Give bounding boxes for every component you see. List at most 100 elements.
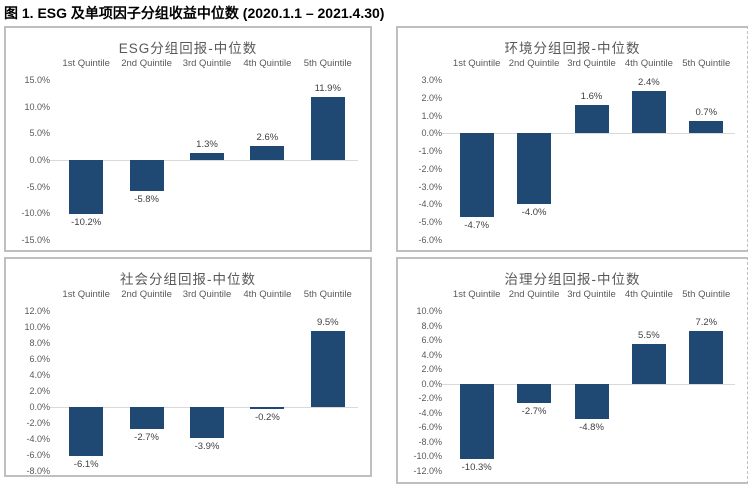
y-tick-label: -6.0% (418, 235, 442, 245)
y-tick-label: 15.0% (24, 75, 50, 85)
y-tick-label: 10.0% (416, 306, 442, 316)
data-label-governance-q2: -2.7% (521, 406, 547, 418)
data-label-social-q4: -0.2% (254, 411, 280, 423)
data-label-esg-q4: 2.6% (256, 132, 279, 144)
data-label-governance-q5: 7.2% (695, 317, 718, 329)
y-tick-label: -4.0% (418, 407, 442, 418)
bar-environment-q5 (689, 120, 724, 134)
category-label: 3rd Quintile (567, 289, 616, 300)
y-tick-label: -10.0% (21, 208, 50, 219)
y-tick-label: -2.0% (26, 418, 50, 428)
y-tick-label: 10.0% (24, 322, 50, 332)
category-label: 5th Quintile (303, 289, 352, 300)
bar-governance-q1 (459, 383, 494, 459)
bar-environment-q1 (459, 133, 494, 217)
y-tick-label: -5.0% (418, 217, 442, 228)
bar-esg-q1 (69, 160, 104, 215)
data-label-governance-q1: -10.3% (461, 461, 492, 473)
y-tick-label: 0.0% (29, 155, 50, 165)
category-label: 1st Quintile (62, 289, 110, 300)
bar-social-q3 (190, 407, 224, 439)
y-tick-label: -8.0% (418, 436, 442, 447)
y-tick-label: -10.0% (413, 451, 442, 462)
bar-esg-q2 (129, 160, 164, 191)
category-axis: 1st Quintile 2nd Quintile 3rd Quintile 4th … (448, 58, 735, 72)
category-axis: 1st Quintile 2nd Quintile 3rd Quintile 4th … (56, 289, 358, 303)
y-tick-label: -1.0% (418, 146, 442, 157)
y-tick-label: 5.0% (29, 128, 50, 139)
bar-environment-q4 (631, 90, 666, 134)
category-label: 2nd Quintile (121, 58, 172, 69)
bar-esg-q3 (190, 153, 224, 160)
y-tick-label: 0.0% (421, 378, 442, 389)
data-label-esg-q2: -5.8% (134, 193, 159, 205)
data-label-social-q2: -2.7% (134, 431, 159, 443)
plot-area-social: -6.1% -2.7% -3.9% -0.2% 9.5% (50, 311, 358, 471)
data-label-social-q5: 9.5% (316, 317, 339, 328)
chart-title-environment: 环境分组回报-中位数 (504, 41, 641, 56)
category-label: 5th Quintile (682, 58, 731, 69)
category-label: 1st Quintile (62, 58, 110, 69)
chart-panel-environment: 环境分组回报-中位数 1st Quintile 2nd Quintile 3rd Qu… (396, 26, 748, 252)
y-tick-label: 10.0% (24, 101, 50, 112)
y-tick-label: 8.0% (29, 338, 50, 348)
chart-panel-governance: 治理分组回报-中位数 1st Quintile 2nd Quintile 3rd Qu… (396, 257, 748, 484)
category-label: 4th Quintile (243, 289, 292, 300)
bar-esg-q4 (250, 146, 285, 160)
y-tick-label: -12.0% (413, 466, 442, 476)
y-tick-label: 2.0% (421, 364, 442, 375)
y-tick-label: -6.0% (26, 450, 50, 460)
category-label: 1st Quintile (452, 58, 501, 69)
data-label-governance-q3: -4.8% (579, 421, 604, 433)
chart-panel-esg: ESG分组回报-中位数 1st Quintile 2nd Quintile 3rd Q… (4, 26, 372, 252)
y-tick-label: 8.0% (421, 320, 442, 331)
y-tick-label: 2.0% (29, 386, 50, 396)
data-label-esg-q3: 1.3% (196, 139, 218, 151)
data-label-social-q3: -3.9% (194, 441, 220, 453)
category-label: 5th Quintile (682, 289, 731, 300)
data-label-environment-q2: -4.0% (521, 207, 547, 219)
bar-esg-q5 (310, 96, 345, 160)
zero-gridline (442, 133, 735, 135)
plot-area-governance: -10.3% -2.7% -4.8% 5.5% 7.2% (442, 311, 735, 473)
bar-social-q1 (69, 407, 104, 456)
figure-title: 图 1. ESG 及单项因子分组收益中位数 (2020.1.1 – 2021.4… (4, 5, 385, 21)
y-tick-label: -6.0% (418, 422, 442, 433)
bar-environment-q2 (517, 133, 552, 205)
zero-gridline (50, 160, 358, 161)
data-label-environment-q5: 0.7% (695, 106, 718, 118)
bar-governance-q4 (631, 343, 666, 384)
category-axis: 1st Quintile 2nd Quintile 3rd Quintile 4th … (56, 58, 358, 72)
category-label: 5th Quintile (303, 58, 352, 69)
category-label: 4th Quintile (243, 58, 292, 69)
plot-area-environment: -4.7% -4.0% 1.6% 2.4% 0.7% (442, 76, 735, 240)
bar-governance-q3 (574, 383, 609, 419)
category-label: 1st Quintile (452, 289, 501, 300)
y-tick-label: 2.0% (421, 92, 442, 103)
bar-social-q4 (250, 407, 285, 409)
category-label: 3rd Quintile (182, 58, 232, 69)
y-tick-label: 4.0% (421, 349, 442, 360)
y-tick-label: 12.0% (24, 306, 50, 316)
category-label: 2nd Quintile (508, 58, 560, 69)
y-tick-label: 3.0% (421, 75, 442, 85)
chart-panel-social: 社会分组回报-中位数 1st Quintile 2nd Quintile 3rd Qu… (4, 257, 372, 477)
chart-title-esg: ESG分组回报-中位数 (118, 41, 258, 56)
y-tick-label: 4.0% (29, 370, 50, 380)
y-tick-label: 0.0% (29, 402, 50, 412)
category-label: 2nd Quintile (508, 289, 560, 300)
y-tick-label: 6.0% (421, 335, 442, 346)
bar-social-q5 (310, 331, 345, 407)
bar-governance-q2 (517, 383, 552, 404)
y-tick-label: -15.0% (21, 235, 50, 245)
y-tick-label: -2.0% (418, 163, 442, 174)
data-label-environment-q1: -4.7% (464, 219, 490, 231)
bar-governance-q5 (689, 331, 724, 384)
y-tick-label: -5.0% (26, 181, 50, 192)
category-label: 3rd Quintile (567, 58, 616, 69)
category-label: 2nd Quintile (121, 289, 172, 300)
y-tick-label: -3.0% (418, 181, 442, 192)
data-label-social-q1: -6.1% (73, 458, 99, 470)
data-label-environment-q4: 2.4% (638, 76, 660, 88)
y-tick-label: 1.0% (421, 110, 442, 121)
